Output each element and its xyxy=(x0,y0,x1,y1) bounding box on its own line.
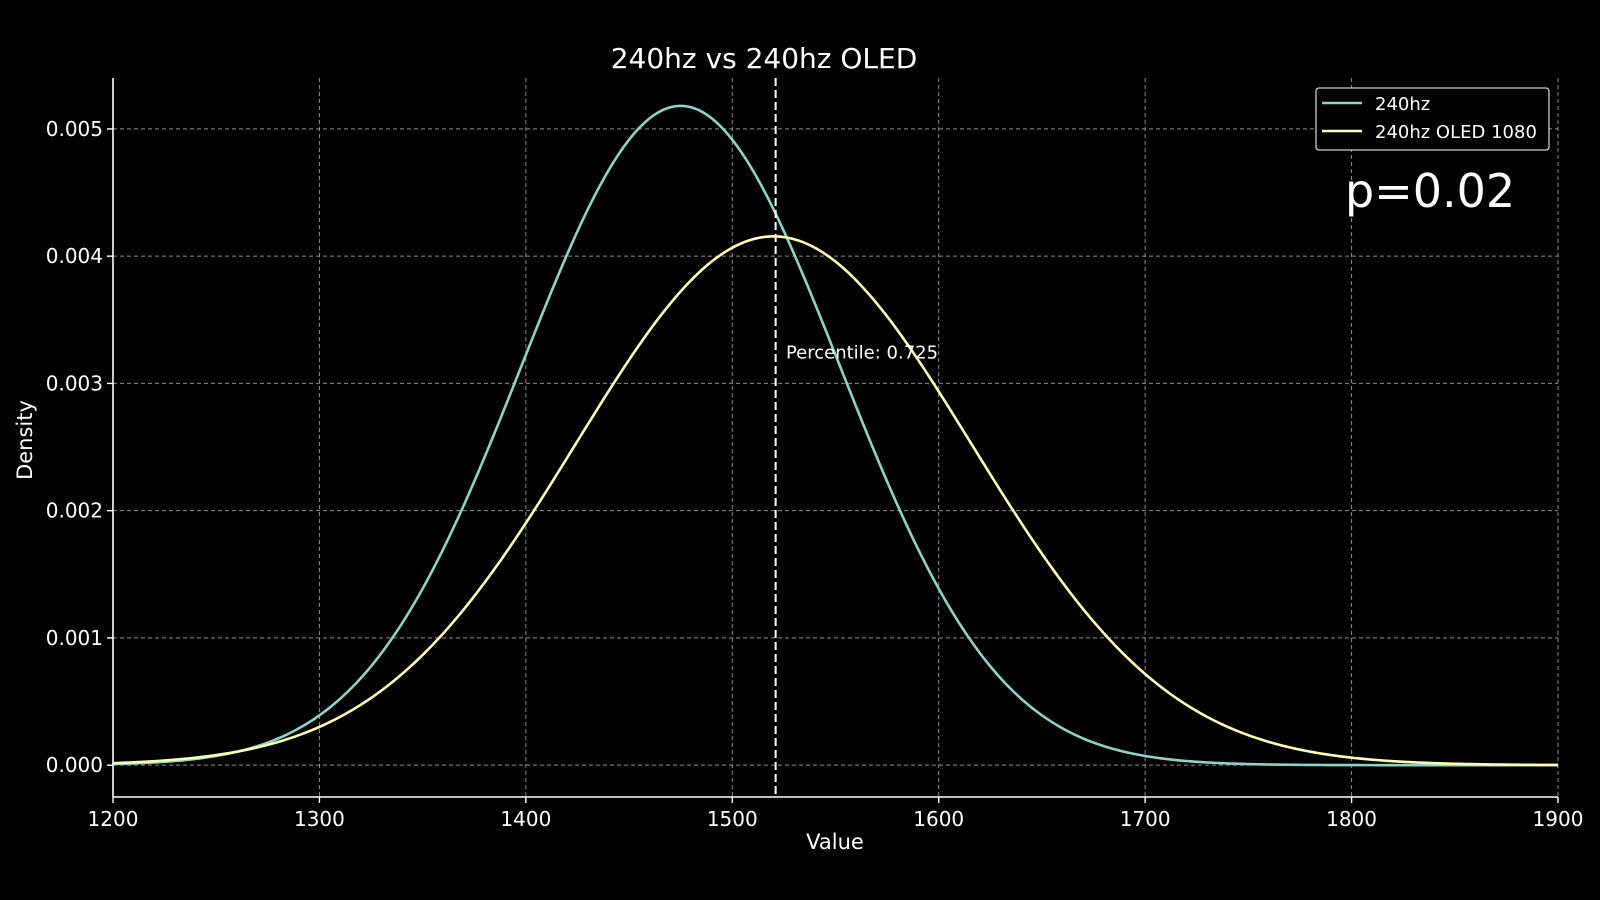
y-tick-label: 0.002 xyxy=(46,499,103,523)
x-tick-label: 1500 xyxy=(707,807,758,831)
series-line-240hz-oled-1080 xyxy=(112,235,1559,767)
percentile-annotation: Percentile: 0.725 xyxy=(786,342,938,363)
y-tick-label: 0.004 xyxy=(46,244,103,268)
tick-labels: 1200 1300 1400 1500 1600 1700 1800 1900 0.000 0.0… xyxy=(46,117,1584,831)
x-tick-label: 1600 xyxy=(913,807,964,831)
y-axis-label: Density xyxy=(13,400,37,480)
x-tick-label: 1200 xyxy=(88,807,139,831)
curves xyxy=(112,104,1559,767)
y-tick-label: 0.003 xyxy=(46,371,103,395)
x-tick-label: 1300 xyxy=(294,807,345,831)
x-tick-label: 1800 xyxy=(1326,807,1377,831)
legend: 240hz 240hz OLED 1080 xyxy=(1315,87,1550,151)
y-tick-label: 0.000 xyxy=(46,753,103,777)
x-tick-label: 1700 xyxy=(1120,807,1171,831)
legend-box xyxy=(1315,87,1550,151)
x-axis-label: Value xyxy=(806,830,864,854)
series-line-240hz xyxy=(112,104,1558,767)
x-tick-label: 1900 xyxy=(1533,807,1584,831)
legend-label-240hz-oled-1080: 240hz OLED 1080 xyxy=(1375,122,1537,143)
y-tick-label: 0.005 xyxy=(46,117,103,141)
p-value-text: p=0.02 xyxy=(1345,164,1515,218)
grid xyxy=(112,78,1559,797)
y-tick-label: 0.001 xyxy=(46,626,103,650)
x-tick-label: 1400 xyxy=(500,807,551,831)
chart-title: 240hz vs 240hz OLED xyxy=(611,42,918,75)
axes xyxy=(112,78,1558,798)
legend-label-240hz: 240hz xyxy=(1375,94,1430,115)
